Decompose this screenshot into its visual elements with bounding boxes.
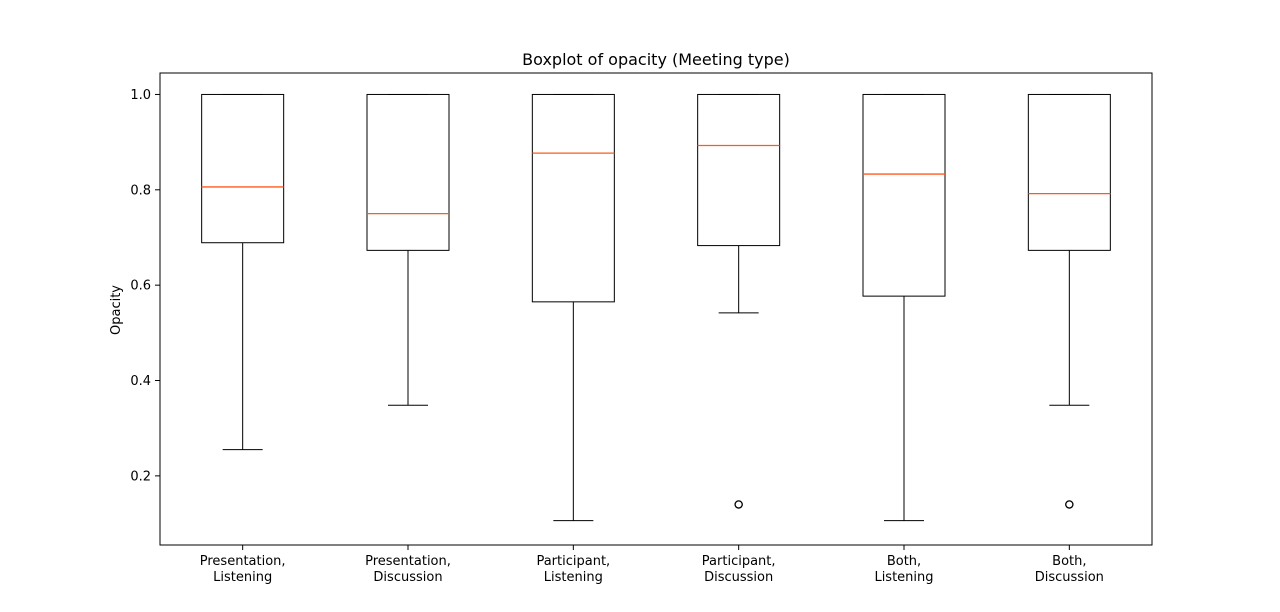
box — [531, 93, 615, 303]
box — [366, 93, 450, 251]
y-tick-label: 0.8 — [130, 183, 151, 198]
x-tick-label: Listening — [213, 570, 272, 585]
y-tick-label: 0.6 — [130, 279, 151, 294]
y-tick-label: 1.0 — [130, 88, 151, 103]
x-tick-label: Both, — [1052, 554, 1086, 569]
x-tick-label: Presentation, — [200, 554, 286, 569]
x-tick-label: Participant, — [702, 554, 776, 569]
outlier-point — [1065, 500, 1074, 509]
box — [697, 93, 781, 247]
x-tick-label: Both, — [887, 554, 921, 569]
box — [1027, 93, 1111, 251]
y-tick-label: 0.2 — [130, 469, 151, 484]
y-tick-label: 0.4 — [130, 374, 151, 389]
box — [201, 93, 285, 244]
outlier-point — [734, 500, 743, 509]
x-tick-label: Presentation, — [365, 554, 451, 569]
chart-title: Boxplot of opacity (Meeting type) — [522, 50, 790, 69]
box — [862, 93, 946, 297]
y-axis-label: Opacity — [109, 285, 124, 335]
x-tick-label: Discussion — [1035, 570, 1104, 585]
x-tick-label: Discussion — [704, 570, 773, 585]
x-tick-label: Discussion — [373, 570, 442, 585]
x-tick-label: Listening — [874, 570, 933, 585]
plot-area: 0.20.40.60.81.0Presentation,ListeningPre… — [130, 88, 1111, 585]
x-tick-label: Participant, — [536, 554, 610, 569]
plot-frame — [159, 72, 1153, 546]
x-tick-label: Listening — [544, 570, 603, 585]
